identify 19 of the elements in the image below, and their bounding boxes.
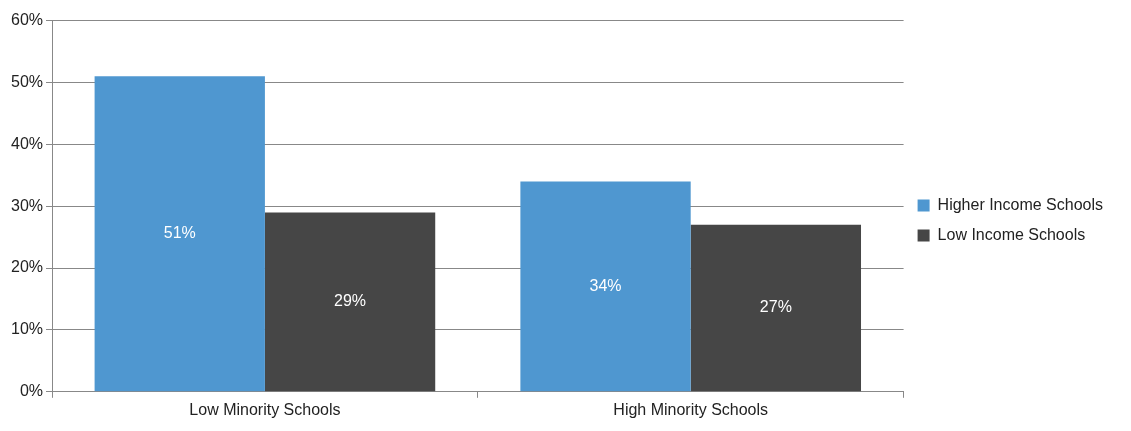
y-tick-label: 0% <box>19 382 44 400</box>
y-tick-label: 40% <box>10 134 44 152</box>
bar <box>94 76 265 392</box>
data-label: 29% <box>334 292 367 310</box>
x-tick-label: Low Minority Schools <box>189 400 341 418</box>
bar <box>690 224 862 392</box>
bar <box>520 181 691 392</box>
legend-label: Higher Income Schools <box>937 195 1104 213</box>
y-tick-label: 10% <box>10 320 44 338</box>
y-tick-label: 60% <box>10 11 44 29</box>
bar <box>264 212 436 392</box>
legend-label: Low Income Schools <box>937 225 1086 243</box>
data-label: 27% <box>759 298 792 316</box>
data-label: 51% <box>163 224 196 242</box>
y-tick-label: 30% <box>10 196 44 214</box>
data-label: 34% <box>589 276 622 294</box>
y-tick-label: 50% <box>10 72 44 90</box>
y-tick-label: 20% <box>10 258 44 276</box>
x-tick-label: High Minority Schools <box>613 400 769 418</box>
